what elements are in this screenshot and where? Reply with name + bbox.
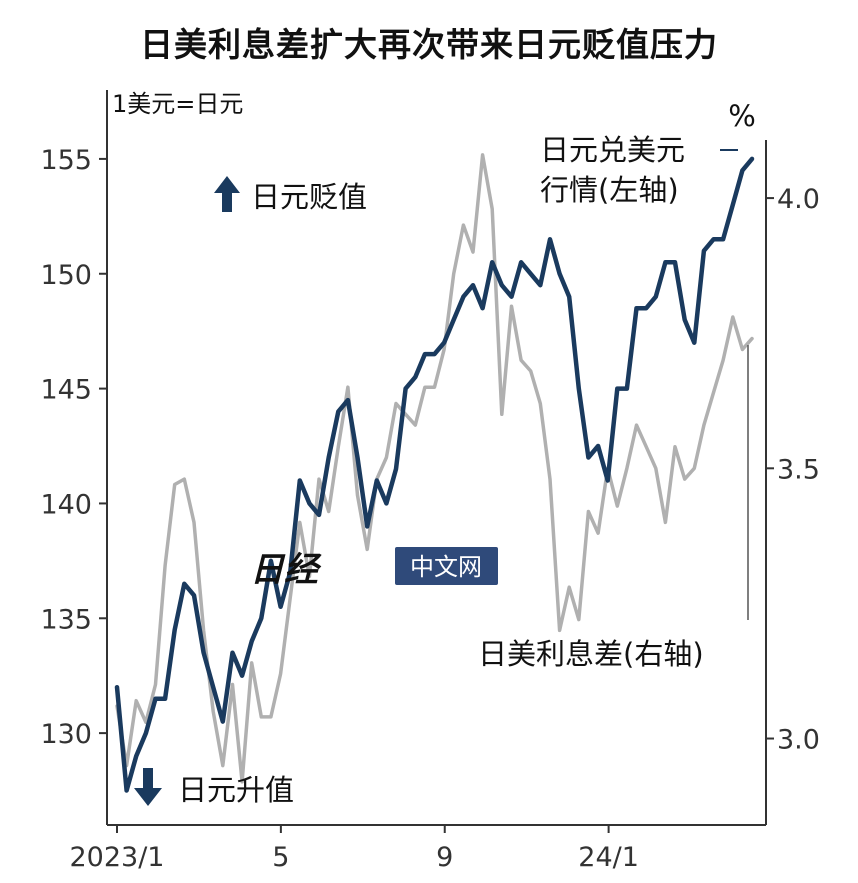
arrow-down-icon <box>134 768 162 806</box>
x-tick-label: 2023/1 <box>70 842 165 873</box>
left-tick-label: 155 <box>40 145 92 176</box>
left-tick-label: 130 <box>40 719 92 750</box>
annotation-yen-weaker-text: 日元贬值 <box>251 180 367 214</box>
watermark-box-text: 中文网 <box>410 553 482 581</box>
chart-title: 日美利息差扩大再次带来日元贬值压力 <box>140 25 718 64</box>
axes <box>106 90 767 826</box>
left-tick-label: 150 <box>40 260 92 291</box>
right-tick-label: 4.0 <box>777 184 820 215</box>
watermark-box <box>395 547 498 585</box>
left-tick-label: 145 <box>40 375 92 406</box>
left-tick-label: 140 <box>40 489 92 520</box>
label-spread-text: 日美利息差(右轴) <box>478 637 704 671</box>
left-axis-unit: 1美元=日元 <box>112 90 243 118</box>
arrow-up-icon <box>214 176 240 212</box>
watermark-logo: 日经 <box>250 550 322 590</box>
left-tick-label: 135 <box>40 604 92 635</box>
right-tick-label: 3.5 <box>777 454 820 485</box>
left-axis-ticks: 130 135 140 145 150 155 <box>40 145 107 750</box>
x-tick-label: 5 <box>272 842 289 873</box>
label-fx-line1: 日元兑美元 <box>540 133 685 167</box>
x-axis-ticks: 2023/1 5 9 24/1 <box>70 825 639 873</box>
label-spread: 日美利息差(右轴) <box>478 345 749 671</box>
x-tick-label: 24/1 <box>578 842 639 873</box>
annotation-yen-stronger: 日元升值 <box>134 768 294 807</box>
right-axis-ticks: 3.0 3.5 4.0 <box>766 184 820 756</box>
right-axis-unit: % <box>728 99 756 133</box>
right-tick-label: 3.0 <box>777 725 820 756</box>
annotation-yen-weaker: 日元贬值 <box>214 176 367 214</box>
x-tick-label: 9 <box>436 842 453 873</box>
label-fx-line2: 行情(左轴) <box>540 173 679 207</box>
annotation-yen-stronger-text: 日元升值 <box>178 773 294 807</box>
label-fx: 日元兑美元 行情(左轴) <box>540 133 738 207</box>
watermark: 日经 中文网 <box>250 547 498 590</box>
series-layer <box>114 153 755 793</box>
